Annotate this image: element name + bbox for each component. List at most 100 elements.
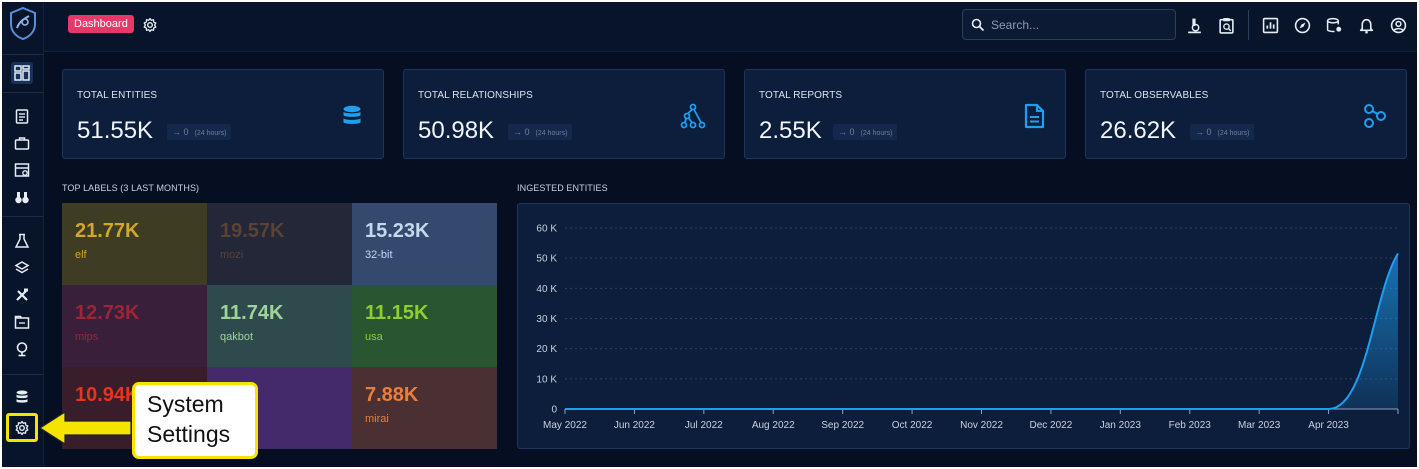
bell-icon[interactable] — [1356, 15, 1376, 35]
document-icon — [1021, 103, 1047, 129]
x-tick-label: Sep 2022 — [821, 420, 864, 431]
card-total-reports: TOTAL REPORTS 2.55K → 0 (24 hours) — [744, 69, 1066, 159]
arsenal-icon[interactable] — [11, 257, 33, 279]
nav-separator — [2, 54, 44, 55]
locations-icon[interactable] — [11, 338, 33, 360]
card-title: TOTAL RELATIONSHIPS — [418, 90, 533, 101]
top-bar: Dashboard — [44, 2, 1417, 52]
search-box[interactable] — [962, 9, 1176, 40]
compass-icon[interactable] — [1292, 15, 1312, 35]
nav-separator — [2, 216, 44, 217]
y-tick-label: 20 K — [536, 344, 557, 355]
card-total-observables: TOTAL OBSERVABLES 26.62K → 0 (24 hours) — [1085, 69, 1407, 159]
x-tick-label: Aug 2022 — [752, 420, 795, 431]
treemap-cell[interactable]: 19.57K mozi — [207, 203, 352, 285]
ingested-entities-chart-svg: 0 10 K 20 K 30 K 40 K 50 K 60 K May 2022 Jun 202… — [536, 224, 1399, 431]
card-total-relationships: TOTAL RELATIONSHIPS 50.98K → 0 (24 hours) — [403, 69, 725, 159]
clipboard-search-icon[interactable] — [1216, 15, 1236, 35]
area-fill — [565, 253, 1398, 409]
y-tick-label: 10 K — [536, 374, 557, 385]
observables-icon — [1362, 103, 1388, 129]
search-input[interactable] — [991, 16, 1169, 34]
series-line — [565, 252, 1399, 410]
treemap-cell[interactable]: 11.15K usa — [352, 285, 497, 367]
x-tick-label: Nov 2022 — [960, 420, 1003, 431]
y-tick-label: 30 K — [536, 314, 557, 325]
treemap-cell[interactable]: 7.88K mirai — [352, 367, 497, 449]
card-value: 50.98K — [418, 117, 495, 144]
database-icon — [339, 103, 365, 129]
app-logo[interactable] — [8, 6, 38, 41]
card-delta-value: 0 — [524, 127, 530, 137]
search-icon — [971, 18, 985, 32]
treemap-label: elf — [75, 249, 87, 261]
treemap-value: 10.94K — [75, 384, 140, 406]
card-delta-value: 0 — [849, 127, 855, 137]
card-delta: → 0 (24 hours) — [1190, 124, 1255, 140]
events-icon[interactable] — [11, 159, 33, 181]
card-delta: → 0 (24 hours) — [833, 124, 898, 140]
treemap-cell[interactable]: 21.77K elf — [62, 203, 207, 285]
settings-highlight-box — [6, 413, 38, 442]
cases-icon[interactable] — [11, 132, 33, 154]
chart-icon[interactable] — [1260, 15, 1280, 35]
treemap-label: mips — [75, 331, 99, 343]
treemap-label: mirai — [365, 413, 389, 425]
dashboard-icon[interactable] — [11, 62, 33, 84]
treemap-value: 12.73K — [75, 302, 140, 324]
annotation-arrow — [38, 410, 132, 446]
system-settings-callout: System Settings — [132, 382, 258, 459]
techniques-icon[interactable] — [11, 284, 33, 306]
treemap-label: qakbot — [220, 331, 254, 343]
treemap-value: 19.57K — [220, 220, 285, 242]
treemap-value: 21.77K — [75, 220, 140, 242]
treemap-value: 7.88K — [365, 384, 419, 406]
x-tick-label: Apr 2023 — [1308, 420, 1349, 431]
card-delta-period: (24 hours) — [1217, 130, 1250, 137]
callout-line-2: Settings — [147, 421, 231, 447]
top-labels-title: TOP LABELS (3 LAST MONTHS) — [62, 183, 200, 193]
breadcrumb-dashboard[interactable]: Dashboard — [68, 15, 134, 33]
nav-separator — [2, 374, 44, 375]
card-delta-period: (24 hours) — [860, 130, 893, 137]
dashboard-settings-icon[interactable] — [142, 17, 158, 33]
y-tick-label: 40 K — [536, 284, 557, 295]
card-total-entities: TOTAL ENTITIES 51.55K → 0 (24 hours) — [62, 69, 384, 159]
nav-separator — [2, 92, 44, 93]
ingested-entities-chart: 0 10 K 20 K 30 K 40 K 50 K 60 K May 2022 Jun 202… — [517, 203, 1410, 449]
x-tick-label: Jul 2022 — [685, 420, 723, 431]
topbar-divider — [1248, 10, 1249, 40]
reports-icon[interactable] — [11, 105, 33, 127]
x-tick-label: Dec 2022 — [1030, 420, 1073, 431]
treemap-cell[interactable]: 15.23K 32-bit — [352, 203, 497, 285]
callout-line-1: System — [147, 391, 224, 417]
database-settings-icon[interactable] — [1324, 15, 1344, 35]
x-tick-label: Mar 2023 — [1238, 420, 1281, 431]
threats-icon[interactable] — [11, 230, 33, 252]
card-title: TOTAL ENTITIES — [77, 90, 158, 101]
y-tick-label: 60 K — [536, 224, 557, 235]
card-value: 51.55K — [77, 117, 154, 144]
card-value: 2.55K — [759, 117, 822, 144]
x-tick-label: May 2022 — [543, 420, 587, 431]
card-title: TOTAL OBSERVABLES — [1100, 90, 1209, 101]
treemap-value: 15.23K — [365, 220, 430, 242]
left-navigation — [2, 2, 44, 467]
y-tick-label: 0 — [551, 405, 557, 416]
x-tick-label: Oct 2022 — [892, 420, 933, 431]
treemap-cell[interactable]: 11.74K qakbot — [207, 285, 352, 367]
account-icon[interactable] — [1388, 15, 1408, 35]
settings-icon[interactable] — [11, 417, 33, 439]
card-value: 26.62K — [1100, 117, 1177, 144]
data-icon[interactable] — [11, 386, 33, 408]
treemap-label: usa — [365, 331, 383, 343]
microscope-icon[interactable] — [1184, 15, 1204, 35]
card-delta-period: (24 hours) — [535, 130, 568, 137]
treemap-cell[interactable]: 12.73K mips — [62, 285, 207, 367]
observations-icon[interactable] — [11, 186, 33, 208]
entities-icon[interactable] — [11, 311, 33, 333]
x-tick-label: Feb 2023 — [1169, 420, 1212, 431]
x-tick-label: Jan 2023 — [1100, 420, 1142, 431]
ingested-entities-title: INGESTED ENTITIES — [517, 183, 608, 193]
